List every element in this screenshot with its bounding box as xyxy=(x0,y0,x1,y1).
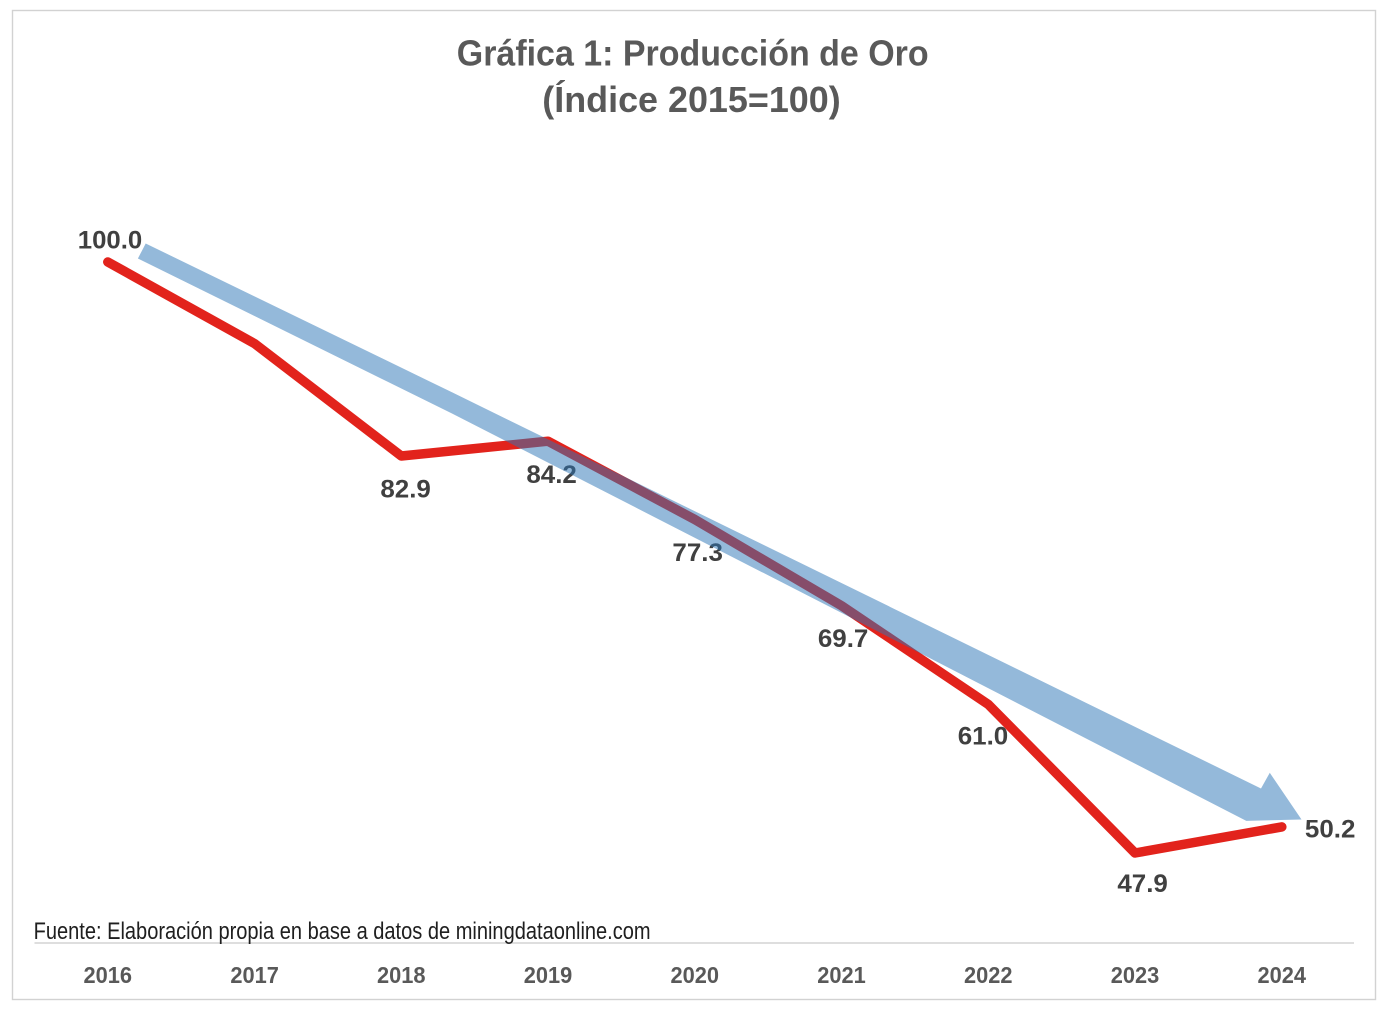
svg-text:2022: 2022 xyxy=(964,962,1013,988)
svg-text:50.2: 50.2 xyxy=(1305,816,1356,844)
svg-text:47.9: 47.9 xyxy=(1117,870,1168,898)
svg-text:2024: 2024 xyxy=(1258,962,1307,988)
svg-text:2019: 2019 xyxy=(524,962,573,988)
svg-text:69.7: 69.7 xyxy=(818,625,869,653)
svg-text:2023: 2023 xyxy=(1111,962,1160,988)
svg-text:61.0: 61.0 xyxy=(958,723,1009,751)
svg-text:Gráfica 1: Producción de Oro: Gráfica 1: Producción de Oro xyxy=(457,33,929,74)
svg-text:82.9: 82.9 xyxy=(380,476,431,504)
svg-text:2016: 2016 xyxy=(84,962,133,988)
svg-text:2021: 2021 xyxy=(817,962,866,988)
svg-text:2017: 2017 xyxy=(230,962,279,988)
svg-text:2018: 2018 xyxy=(377,962,426,988)
svg-text:(Índice 2015=100): (Índice 2015=100) xyxy=(542,79,840,120)
svg-text:100.0: 100.0 xyxy=(78,227,143,255)
svg-text:2020: 2020 xyxy=(671,962,720,988)
svg-text:Fuente: Elaboración propia en: Fuente: Elaboración propia en base a dat… xyxy=(34,918,651,945)
